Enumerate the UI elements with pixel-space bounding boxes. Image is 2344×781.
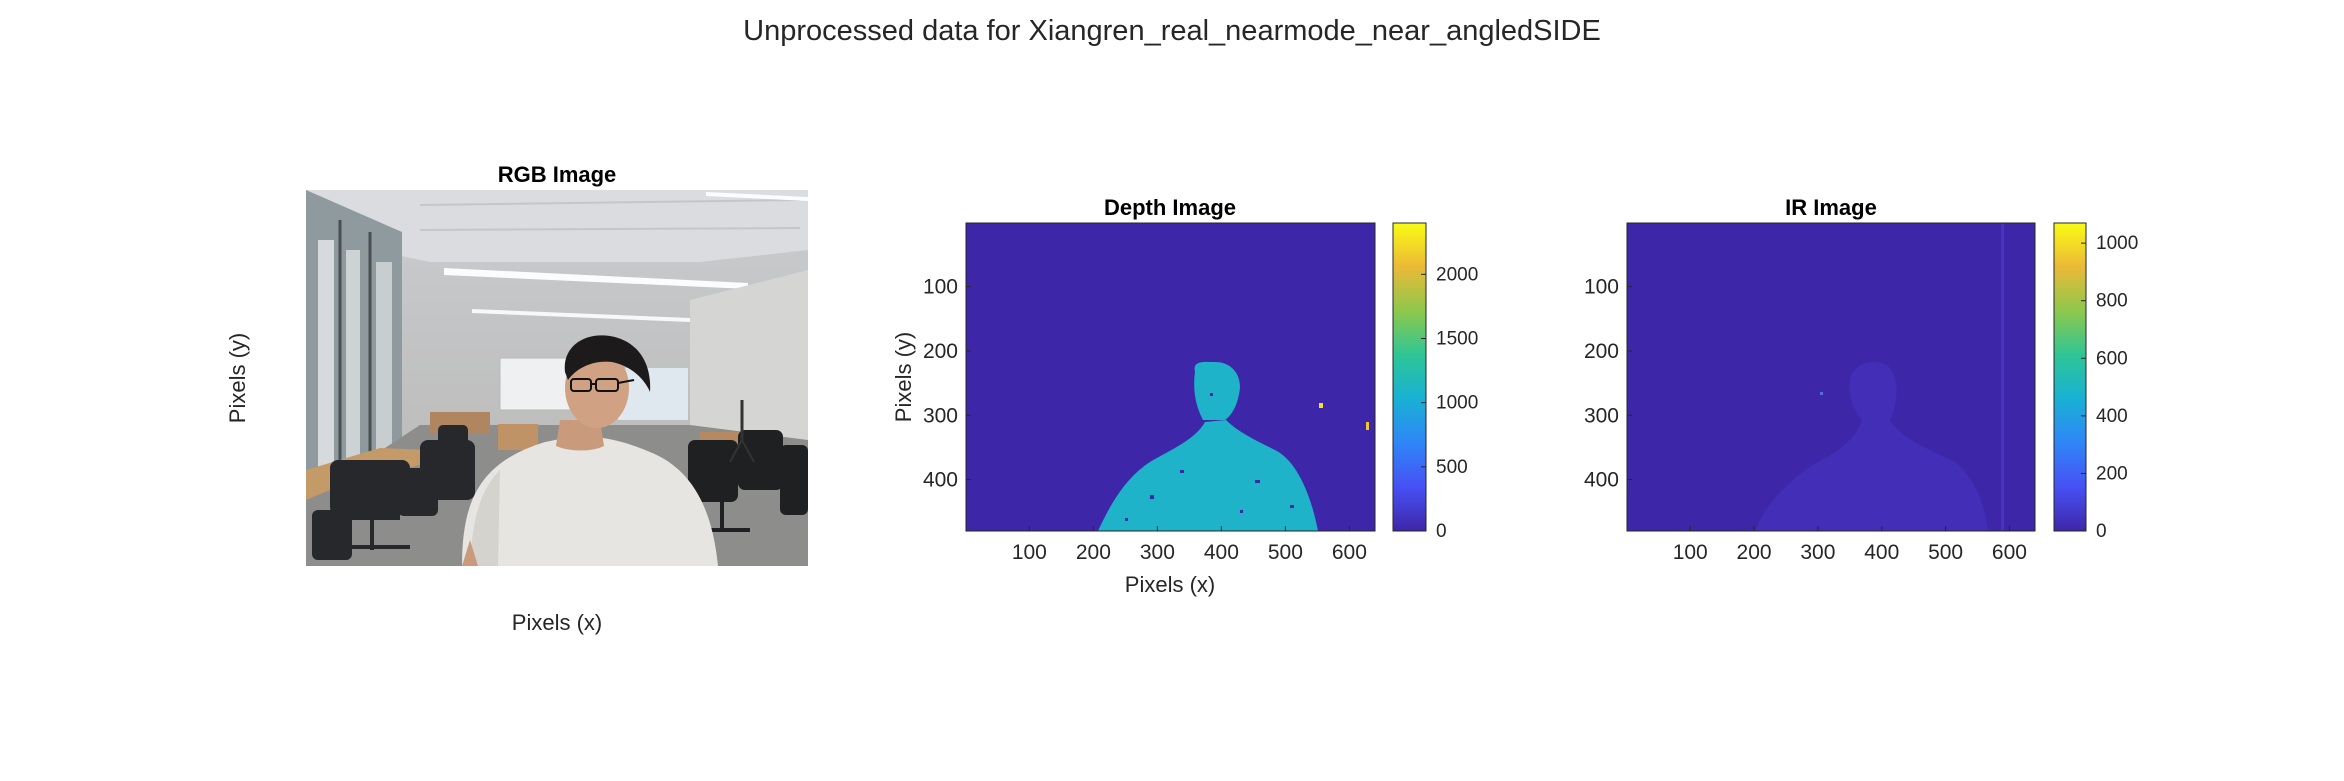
depth-colorbar-ticks: 0 500 1000 1500 2000: [1421, 264, 1478, 542]
rgb-panel: RGB Image: [225, 162, 808, 635]
depth-xtick-label: 600: [1332, 541, 1367, 564]
rgb-ylabel: Pixels (y): [225, 333, 250, 423]
depth-yticks: 100 200 300 400: [923, 276, 971, 492]
ir-cbtick-label: 800: [2096, 291, 2128, 312]
ir-xtick-label: 100: [1673, 541, 1708, 564]
ir-xtick-label: 300: [1800, 541, 1835, 564]
figure-title: Unprocessed data for Xiangren_real_nearm…: [743, 15, 1601, 47]
depth-cbtick-label: 500: [1436, 457, 1468, 478]
ir-ytick-label: 100: [1584, 276, 1619, 299]
ir-panel: IR Image 100 200 300 400 500 600 100 200 300 400…: [1584, 195, 2138, 564]
ir-cbtick-label: 400: [2096, 406, 2128, 427]
depth-xticks: 100 200 300 400 500 600: [1012, 526, 1367, 564]
depth-ylabel: Pixels (y): [891, 332, 916, 422]
depth-cbtick-label: 1500: [1436, 329, 1478, 350]
depth-cbtick-label: 0: [1436, 521, 1447, 542]
depth-xtick-label: 300: [1140, 541, 1175, 564]
ir-cbtick-label: 0: [2096, 521, 2107, 542]
depth-cbtick-label: 1000: [1436, 393, 1478, 414]
ir-xtick-label: 500: [1928, 541, 1963, 564]
depth-heatmap: [966, 223, 1375, 531]
depth-colorbar: [1392, 222, 1427, 532]
ir-xtick-label: 400: [1864, 541, 1899, 564]
ir-xticks: 100 200 300 400 500 600: [1673, 526, 2027, 564]
depth-ytick-label: 200: [923, 340, 958, 363]
depth-xtick-label: 400: [1204, 541, 1239, 564]
depth-ytick-label: 100: [923, 276, 958, 299]
ir-yticks: 100 200 300 400: [1584, 276, 1632, 492]
ir-title: IR Image: [1785, 195, 1877, 220]
ir-colorbar: [2053, 222, 2087, 532]
ir-cbtick-label: 600: [2096, 348, 2128, 369]
ir-xtick-label: 600: [1992, 541, 2027, 564]
ir-ytick-label: 400: [1584, 469, 1619, 492]
ir-cbtick-label: 200: [2096, 463, 2128, 484]
depth-cbtick-label: 2000: [1436, 264, 1478, 285]
depth-xlabel: Pixels (x): [1125, 572, 1215, 597]
depth-xtick-label: 500: [1268, 541, 1303, 564]
depth-ytick-label: 300: [923, 404, 958, 427]
rgb-title: RGB Image: [498, 162, 617, 187]
ir-colorbar-ticks: 0 200 400 600 800 1000: [2081, 233, 2138, 542]
ir-heatmap: [1627, 223, 2035, 531]
rgb-photo: [306, 190, 808, 566]
ir-cbtick-label: 1000: [2096, 233, 2138, 254]
rgb-xlabel: Pixels (x): [512, 610, 602, 635]
depth-ytick-label: 400: [923, 469, 958, 492]
depth-xtick-label: 200: [1076, 541, 1111, 564]
depth-xtick-label: 100: [1012, 541, 1047, 564]
depth-title: Depth Image: [1104, 195, 1236, 220]
ir-ytick-label: 300: [1584, 404, 1619, 427]
ir-ytick-label: 200: [1584, 340, 1619, 363]
ir-xtick-label: 200: [1737, 541, 1772, 564]
